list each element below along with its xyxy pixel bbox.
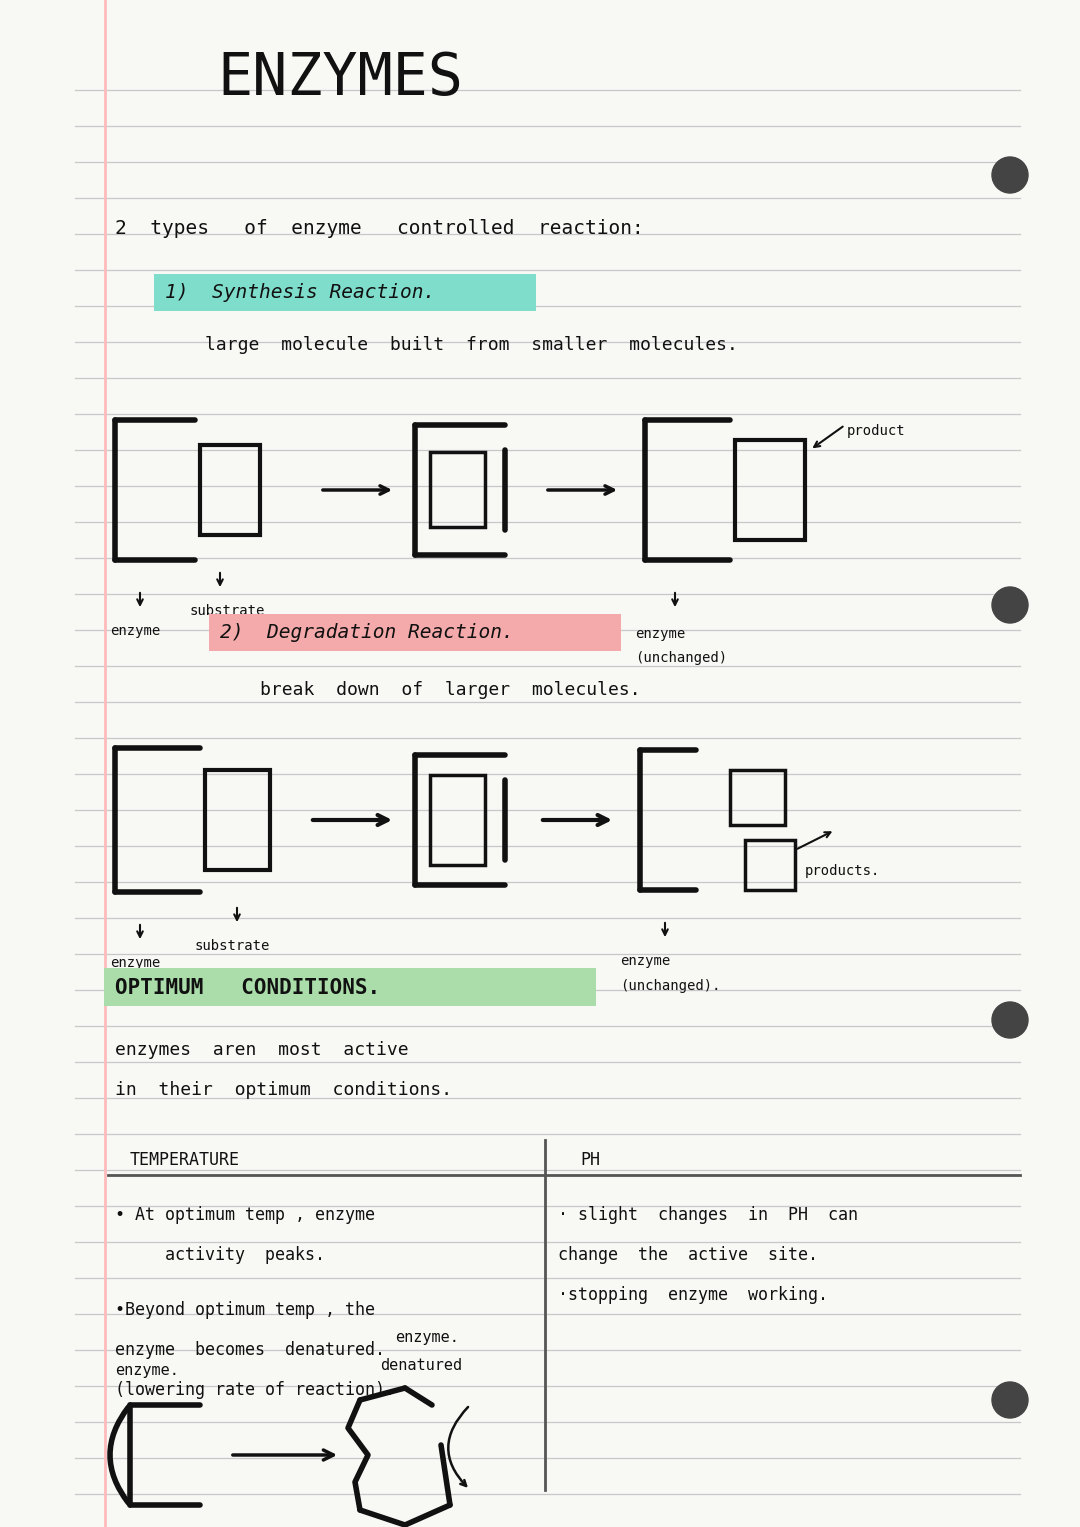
Text: 1)  Synthesis Reaction.: 1) Synthesis Reaction. bbox=[165, 284, 435, 302]
FancyBboxPatch shape bbox=[104, 968, 596, 1006]
Circle shape bbox=[993, 586, 1028, 623]
Text: • At optimum temp , enzyme: • At optimum temp , enzyme bbox=[114, 1206, 375, 1225]
Text: •Beyond optimum temp , the: •Beyond optimum temp , the bbox=[114, 1301, 375, 1319]
Text: enzyme.: enzyme. bbox=[114, 1364, 179, 1377]
Text: enzyme: enzyme bbox=[110, 956, 160, 970]
Bar bbox=[745, 840, 795, 890]
Text: large  molecule  built  from  smaller  molecules.: large molecule built from smaller molecu… bbox=[205, 336, 738, 354]
Text: OPTIMUM   CONDITIONS.: OPTIMUM CONDITIONS. bbox=[114, 977, 380, 999]
Text: substrate: substrate bbox=[195, 939, 270, 953]
Text: enzyme: enzyme bbox=[635, 628, 685, 641]
Bar bbox=[735, 440, 805, 541]
Text: enzyme: enzyme bbox=[110, 625, 160, 638]
Text: ENZYMES: ENZYMES bbox=[217, 49, 463, 107]
Text: change  the  active  site.: change the active site. bbox=[558, 1246, 818, 1264]
Circle shape bbox=[993, 1382, 1028, 1419]
Text: product: product bbox=[847, 425, 906, 438]
Text: break  down  of  larger  molecules.: break down of larger molecules. bbox=[260, 681, 640, 699]
Bar bbox=[200, 444, 260, 534]
Text: enzyme  becomes  denatured.: enzyme becomes denatured. bbox=[114, 1341, 384, 1359]
Bar bbox=[430, 452, 485, 527]
Text: enzymes  aren  most  active: enzymes aren most active bbox=[114, 1041, 408, 1060]
Text: denatured: denatured bbox=[380, 1358, 462, 1373]
Text: in  their  optimum  conditions.: in their optimum conditions. bbox=[114, 1081, 453, 1099]
Text: (lowering rate of reaction).: (lowering rate of reaction). bbox=[114, 1380, 395, 1399]
FancyBboxPatch shape bbox=[154, 273, 536, 312]
Text: PH: PH bbox=[580, 1151, 600, 1170]
Text: (unchanged).: (unchanged). bbox=[620, 979, 720, 993]
Bar bbox=[430, 776, 485, 864]
Text: 2  types   of  enzyme   controlled  reaction:: 2 types of enzyme controlled reaction: bbox=[114, 218, 644, 238]
Text: 2)  Degradation Reaction.: 2) Degradation Reaction. bbox=[220, 623, 514, 643]
Text: products.: products. bbox=[805, 864, 880, 878]
Text: TEMPERATURE: TEMPERATURE bbox=[130, 1151, 240, 1170]
FancyBboxPatch shape bbox=[210, 614, 621, 651]
Bar bbox=[205, 770, 270, 870]
Text: substrate: substrate bbox=[190, 605, 266, 618]
Text: enzyme.: enzyme. bbox=[395, 1330, 459, 1345]
Text: activity  peaks.: activity peaks. bbox=[145, 1246, 325, 1264]
Text: enzyme: enzyme bbox=[620, 954, 671, 968]
Circle shape bbox=[993, 1002, 1028, 1038]
Text: ·stopping  enzyme  working.: ·stopping enzyme working. bbox=[558, 1286, 828, 1304]
Text: (unchanged): (unchanged) bbox=[635, 651, 727, 664]
Circle shape bbox=[993, 157, 1028, 192]
Bar bbox=[730, 770, 785, 825]
Text: · slight  changes  in  PH  can: · slight changes in PH can bbox=[558, 1206, 858, 1225]
